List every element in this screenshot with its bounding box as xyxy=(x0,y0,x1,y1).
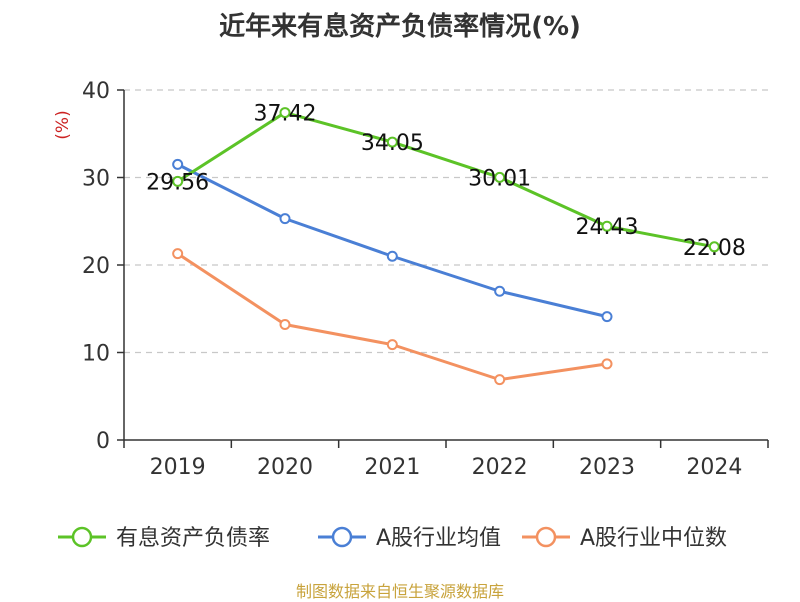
series-1 xyxy=(172,158,613,323)
legend-item-2: A股行业中位数 xyxy=(522,526,727,551)
series-line-1 xyxy=(176,163,608,319)
data-label-2020: 37.42 xyxy=(254,102,317,127)
x-tick-label-2024: 2024 xyxy=(686,455,742,480)
data-labels: 29.56 37.42 34.05 30.01 24.43 22.08 xyxy=(146,102,746,261)
series-1-point-2021 xyxy=(386,250,398,262)
series-2-point-2020 xyxy=(279,319,291,330)
series-0-point-2020 xyxy=(279,107,291,119)
series-0-point-2022 xyxy=(494,171,506,183)
series-group xyxy=(172,107,720,386)
series-1-point-2022 xyxy=(494,285,506,297)
series-0-point-2021 xyxy=(386,136,398,148)
series-1-point-2019 xyxy=(172,158,184,170)
series-2-point-2022 xyxy=(494,374,506,386)
y-tick-label-30: 30 xyxy=(82,167,110,192)
series-1-point-2020 xyxy=(279,213,291,225)
y-tick-label-0: 0 xyxy=(96,429,110,454)
legend-marker-2 xyxy=(535,526,557,548)
y-tick-labels: 0 10 20 30 40 xyxy=(82,79,110,454)
legend-label-1: A股行业均值 xyxy=(376,526,501,551)
grid-lines xyxy=(124,89,768,354)
x-tick-label-2023: 2023 xyxy=(579,455,635,480)
series-0 xyxy=(172,107,720,253)
legend-item-1: A股行业均值 xyxy=(318,526,501,551)
legend-label-0: 有息资产负债率 xyxy=(116,526,270,551)
legend-marker-0 xyxy=(71,526,93,548)
series-0-point-2024 xyxy=(708,241,720,253)
x-tick-label-2019: 2019 xyxy=(150,455,206,480)
legend: 有息资产负债率 A股行业均值 A股行业中位数 xyxy=(58,526,727,551)
data-label-2023: 24.43 xyxy=(576,215,639,240)
series-line-0 xyxy=(176,111,715,249)
series-2-point-2021 xyxy=(386,339,398,351)
series-line-2 xyxy=(176,252,608,382)
x-tick-label-2022: 2022 xyxy=(472,455,528,480)
data-label-2022: 30.01 xyxy=(468,166,531,191)
x-tick-label-2021: 2021 xyxy=(364,455,420,480)
y-tick-label-40: 40 xyxy=(82,79,110,104)
series-2 xyxy=(172,248,613,386)
x-tick-label-2020: 2020 xyxy=(257,455,313,480)
axes xyxy=(117,89,769,448)
series-0-point-2023 xyxy=(601,220,613,232)
series-2-point-2023 xyxy=(601,358,613,370)
legend-item-0: 有息资产负债率 xyxy=(58,526,270,551)
data-label-2019: 29.56 xyxy=(146,170,209,195)
y-axis-label: (%) xyxy=(53,110,73,139)
data-label-2024: 22.08 xyxy=(683,236,746,261)
legend-marker-1 xyxy=(331,526,353,548)
chart-title: 近年来有息资产负债率情况(%) xyxy=(219,12,581,42)
series-0-point-2019 xyxy=(172,175,184,187)
x-tick-labels: 2019 2020 2021 2022 2023 2024 xyxy=(150,455,743,480)
y-tick-label-20: 20 xyxy=(82,254,110,279)
series-2-point-2019 xyxy=(172,248,184,260)
y-tick-label-10: 10 xyxy=(82,342,110,367)
data-label-2021: 34.05 xyxy=(361,131,424,156)
legend-label-2: A股行业中位数 xyxy=(580,526,727,551)
source-note: 制图数据来自恒生聚源数据库 xyxy=(295,582,504,601)
series-1-point-2023 xyxy=(601,311,613,323)
